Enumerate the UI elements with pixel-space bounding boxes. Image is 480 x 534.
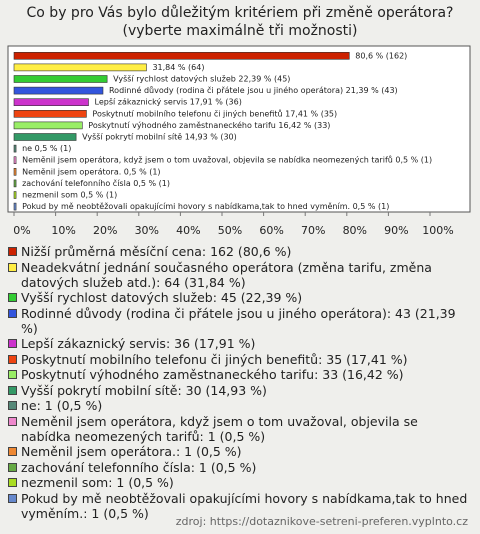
- legend-label: Poskytnutí mobilního telefonu či jiných …: [21, 351, 408, 367]
- legend-swatch: [8, 385, 17, 395]
- legend-label: Lepší zákaznický servis: 36 (17,91 %): [21, 336, 256, 351]
- bar: [13, 52, 350, 60]
- bar: [13, 121, 83, 130]
- legend-swatch: [8, 416, 17, 426]
- legend-item: Rodinné důvody (rodina či přátele jsou u…: [8, 306, 470, 336]
- legend-item: zachování telefonního čísla: 1 (0,5 %): [8, 460, 470, 475]
- value-label: Vyšší pokrytí mobilní sítě 14,93 % (30): [82, 132, 237, 142]
- value-label: zachování telefonního čísla 0,5 % (1): [22, 178, 170, 188]
- bar: [13, 179, 17, 188]
- bar: [13, 191, 17, 199]
- x-tick-label: 60%: [259, 224, 283, 237]
- legend-item: nezmenil som: 1 (0,5 %): [8, 475, 470, 490]
- legend-label: Vyšší rychlost datových služeb: 45 (22,3…: [21, 290, 303, 305]
- legend-item: Neměnil jsem operátora.: 1 (0,5 %): [8, 444, 470, 459]
- legend-item: Lepší zákaznický servis: 36 (17,91 %): [8, 336, 470, 351]
- bar: [13, 202, 17, 211]
- value-label: Rodinné důvody (rodina či přátele jsou u…: [109, 85, 398, 95]
- value-label: nezmenil som 0,5 % (1): [22, 191, 117, 200]
- x-tick-label: 0%: [13, 224, 30, 237]
- x-tick-label: 10%: [51, 224, 75, 237]
- x-tick-label: 90%: [384, 224, 408, 237]
- legend-label: Pokud by mě neobtěžovali opakujícími hov…: [21, 490, 468, 521]
- value-label: 31,84 % (64): [152, 63, 204, 72]
- legend-swatch: [8, 354, 17, 364]
- legend-swatch: [8, 308, 17, 318]
- legend-swatch: [8, 293, 17, 302]
- x-tick-label: 20%: [93, 224, 117, 237]
- bar: [13, 63, 147, 72]
- bar: [13, 144, 17, 153]
- bar: [13, 98, 89, 107]
- value-label: 80,6 % (162): [355, 51, 407, 60]
- value-label: Neměnil jsem operátora, když jsem o tom …: [22, 155, 432, 165]
- legend-item: Pokud by mě neobtěžovali opakujícími hov…: [8, 491, 470, 521]
- value-label: Neměnil jsem operátora. 0,5 % (1): [22, 167, 160, 176]
- legend-swatch: [8, 462, 17, 472]
- legend-item: ne: 1 (0,5 %): [8, 398, 470, 413]
- x-tick-label: 70%: [301, 224, 325, 237]
- legend-swatch: [8, 493, 17, 503]
- legend-swatch: [8, 478, 17, 487]
- legend-label: Rodinné důvody (rodina či přátele jsou u…: [21, 305, 456, 336]
- legend-item: Poskytnutí výhodného zaměstnaneckého tar…: [8, 367, 470, 382]
- bar: [13, 168, 17, 176]
- legend-swatch: [8, 247, 17, 256]
- plot-frame: [7, 45, 471, 213]
- bar: [13, 75, 108, 83]
- legend-label: Neměnil jsem operátora, když jsem o tom …: [21, 413, 418, 444]
- source: zdroj: https://dotaznikove-setreni-prefe…: [175, 515, 468, 528]
- value-label: Vyšší rychlost datových služeb 22,39 % (…: [113, 74, 290, 84]
- x-tick-label: 40%: [176, 224, 200, 237]
- chart: 0% 10% 20% 30% 40% 50% 60% 70% 80% 90% 100% 80,6 % …: [7, 45, 471, 237]
- legend-label: nezmenil som: 1 (0,5 %): [21, 475, 174, 490]
- legend-label: Neměnil jsem operátora.: 1 (0,5 %): [21, 444, 242, 459]
- bar: [13, 86, 104, 95]
- legend-swatch: [8, 401, 17, 410]
- value-label: ne 0,5 % (1): [22, 144, 71, 153]
- legend-item: Neměnil jsem operátora, když jsem o tom …: [8, 414, 470, 444]
- legend-item: Nižší průměrná měsíční cena: 162 (80,6 %…: [8, 244, 470, 259]
- x-tick-label: 100%: [422, 224, 453, 237]
- bar: [13, 156, 17, 164]
- x-tick-label: 30%: [135, 224, 159, 237]
- legend-item: Poskytnutí mobilního telefonu či jiných …: [8, 352, 470, 367]
- legend-item: Neadekvátní jednání současného operátora…: [8, 260, 470, 290]
- legend-swatch: [8, 447, 17, 456]
- legend-item: Vyšší rychlost datových služeb: 45 (22,3…: [8, 290, 470, 305]
- legend-item: Vyšší pokrytí mobilní sítě: 30 (14,93 %): [8, 383, 470, 398]
- value-label: Poskytnutí výhodného zaměstnaneckého tar…: [88, 120, 330, 130]
- legend-label: Poskytnutí výhodného zaměstnaneckého tar…: [21, 367, 404, 382]
- legend-swatch: [8, 262, 17, 272]
- legend-swatch: [8, 339, 17, 348]
- value-label: Lepší zákaznický servis 17,91 % (36): [95, 97, 242, 107]
- bar: [13, 110, 87, 118]
- legend-swatch: [8, 370, 17, 379]
- x-tick-label: 80%: [343, 224, 367, 237]
- x-tick-label: 50%: [218, 224, 242, 237]
- legend-label: Vyšší pokrytí mobilní sítě: 30 (14,93 %): [21, 382, 267, 398]
- legend-label: Nižší průměrná měsíční cena: 162 (80,6 %…: [21, 244, 292, 259]
- bar: [13, 133, 77, 141]
- value-label: Poskytnutí mobilního telefonu či jiných …: [92, 108, 337, 118]
- legend-label: zachování telefonního čísla: 1 (0,5 %): [21, 459, 257, 475]
- legend-label: Neadekvátní jednání současného operátora…: [21, 259, 432, 290]
- chart-title: Co by pro Vás bylo důležitým kritériem p…: [26, 5, 454, 39]
- legend-label: ne: 1 (0,5 %): [21, 398, 103, 413]
- legend: Nižší průměrná měsíční cena: 162 (80,6 %…: [8, 244, 470, 521]
- value-label: Pokud by mě neobtěžovali opakujícími hov…: [22, 202, 389, 211]
